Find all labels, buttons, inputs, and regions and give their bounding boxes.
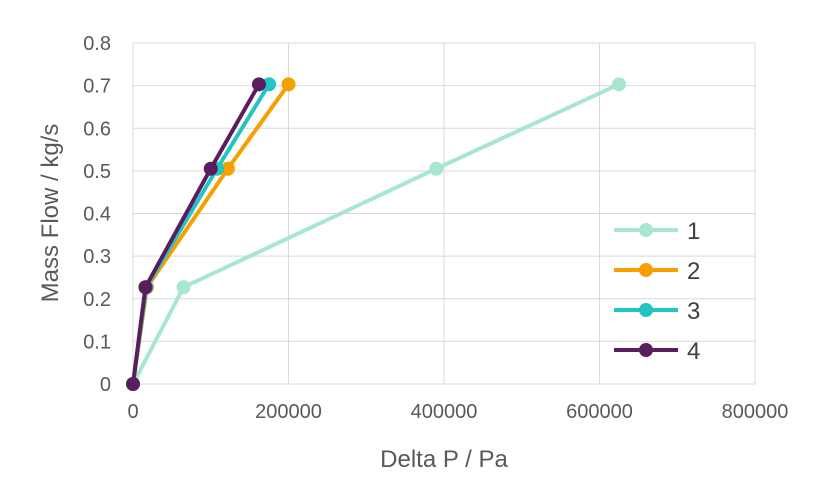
legend-label: 4 (687, 338, 700, 365)
series-4 (126, 77, 266, 391)
y-tick-label: 0.8 (83, 33, 111, 55)
series-4-point (251, 77, 266, 92)
x-tick-label: 600000 (566, 401, 633, 423)
x-axis-ticks: 0 200000 400000 600000 800000 (127, 401, 788, 423)
y-tick-label: 0.6 (83, 118, 111, 140)
series-3 (126, 77, 277, 391)
y-tick-label: 0.1 (83, 331, 111, 353)
legend-swatch-marker (639, 263, 653, 277)
series-4-line (131, 83, 261, 385)
legend-swatch-marker (639, 303, 653, 317)
legend-label: 1 (687, 218, 700, 245)
series-1-point (429, 161, 444, 176)
legend-item-1: 1 (614, 218, 700, 245)
x-tick-label: 0 (127, 401, 138, 423)
y-axis-title: Mass Flow / kg/s (37, 124, 64, 303)
series-1 (126, 77, 626, 391)
legend-label: 2 (687, 258, 700, 285)
gridlines (132, 42, 756, 385)
series-4-point (126, 377, 140, 391)
legend-swatch-marker (639, 223, 653, 237)
series-4-point (203, 161, 218, 176)
series-2-point (281, 77, 296, 92)
legend-item-2: 2 (614, 258, 700, 285)
x-tick-label: 400000 (411, 401, 478, 423)
y-axis-ticks: 0 0.1 0.2 0.3 0.4 0.5 0.6 0.7 0.8 (83, 33, 111, 396)
series-1-line (131, 82, 620, 385)
legend: 1 2 3 4 (614, 218, 700, 365)
series-3-line (131, 83, 271, 385)
y-tick-label: 0 (100, 374, 111, 396)
series-3-point (262, 77, 277, 92)
x-tick-label: 200000 (255, 401, 322, 423)
legend-item-3: 3 (614, 298, 700, 325)
y-tick-label: 0.7 (83, 76, 111, 98)
legend-swatch-marker (639, 343, 653, 357)
y-tick-label: 0.2 (83, 289, 111, 311)
series-2 (126, 77, 296, 391)
y-tick-label: 0.3 (83, 246, 111, 268)
y-tick-label: 0.5 (83, 161, 111, 183)
series-1-point (611, 77, 626, 92)
series-group (126, 77, 626, 391)
legend-label: 3 (687, 298, 700, 325)
x-tick-label: 800000 (722, 401, 789, 423)
y-tick-label: 0.4 (83, 204, 111, 226)
legend-item-4: 4 (614, 338, 700, 365)
series-1-point (176, 280, 191, 295)
x-axis-title: Delta P / Pa (380, 446, 508, 473)
series-2-point (220, 161, 235, 176)
series-4-point (138, 280, 153, 295)
